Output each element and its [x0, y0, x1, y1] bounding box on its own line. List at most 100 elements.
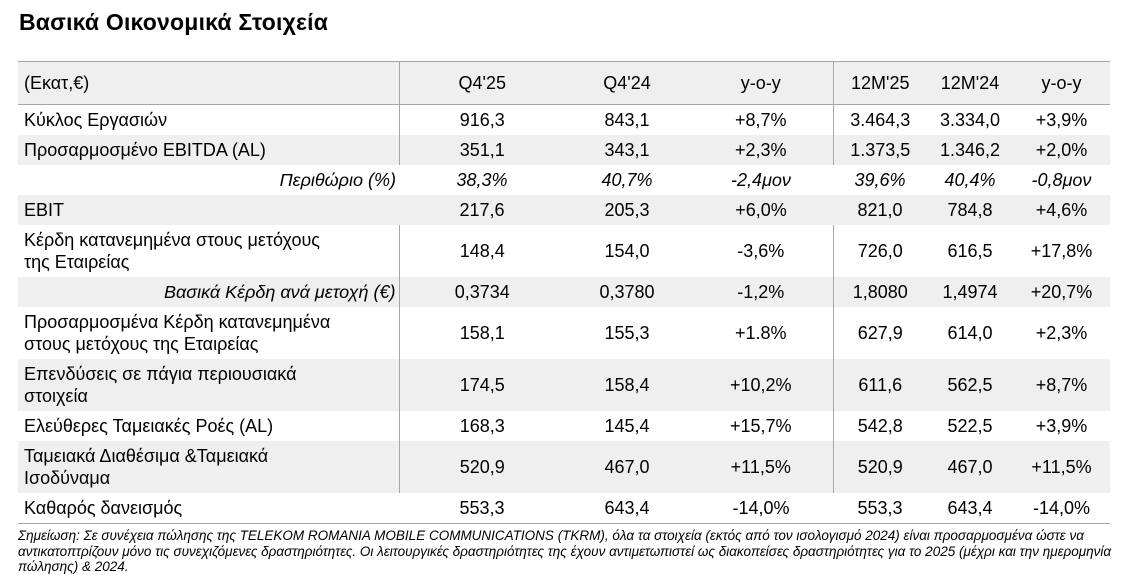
metric-value: 3.464,3 — [832, 104, 927, 135]
metric-value: 0,3780 — [599, 282, 655, 302]
metric-value: 467,0 — [604, 457, 650, 477]
metric-value: 643,4 — [604, 498, 650, 518]
metric-value: +2,0% — [1035, 140, 1088, 160]
financial-table: (Εκατ,€) Q4'25 Q4'24 y-o-y 12M'25 12M'24… — [18, 61, 1110, 524]
metric-value: 158,1 — [398, 307, 565, 359]
metric-value: -14,0% — [732, 498, 790, 518]
metric-value: 39,6% — [854, 170, 906, 190]
metric-value: 158,4 — [604, 375, 650, 395]
column-header-q424: Q4'24 — [565, 61, 689, 105]
column-header-12m25: 12M'25 — [832, 61, 927, 105]
metric-value: 1.346,2 — [939, 140, 1001, 160]
page-title: Βασικά Οικονομικά Στοιχεία — [19, 9, 329, 35]
metric-value: 1,4974 — [942, 282, 998, 302]
metric-label: Περιθώριο (%) — [279, 170, 396, 190]
metric-label: Καθαρός δανεισμός — [24, 498, 183, 518]
metric-value: 174,5 — [398, 359, 565, 411]
metric-label: Επενδύσεις σε πάγια περιουσιακά στοιχεία — [24, 364, 297, 406]
metric-value: 520,9 — [832, 441, 927, 493]
metric-value: 217,6 — [459, 200, 505, 220]
table-row: Καθαρός δανεισμός 553,3 643,4 -14,0% 553,3 64… — [18, 493, 1110, 524]
metric-value: 522,5 — [947, 416, 993, 436]
table-row: Κύκλος Εργασιών 916,3 843,1 +8,7% 3.464,3 3.3… — [18, 104, 1110, 135]
metric-label: Κύκλος Εργασιών — [24, 110, 168, 130]
metric-value: 205,3 — [604, 200, 650, 220]
metric-value: +8,7% — [734, 110, 787, 130]
metric-value: 616,5 — [947, 241, 993, 261]
metric-value: 562,5 — [947, 375, 993, 395]
metric-value: 155,3 — [604, 323, 650, 343]
metric-value: 726,0 — [832, 225, 927, 277]
metric-value: 614,0 — [947, 323, 993, 343]
column-header-yoy-q: y-o-y — [689, 61, 833, 105]
table-row: Ταμειακά Διαθέσιμα &Ταμειακά Ισοδύναμα 52… — [18, 441, 1110, 493]
metric-value: 3.334,0 — [939, 110, 1001, 130]
metric-value: 611,6 — [832, 359, 927, 411]
metric-label: Προσαρμοσμένα Κέρδη κατανεμημένα στους μ… — [24, 312, 331, 354]
table-body: Κύκλος Εργασιών 916,3 843,1 +8,7% 3.464,3 3.3… — [18, 104, 1110, 524]
metric-value: -1,2% — [737, 282, 785, 302]
metric-value: 1.373,5 — [832, 135, 927, 165]
metric-value: +4,6% — [1035, 200, 1088, 220]
header-row: (Εκατ,€) Q4'25 Q4'24 y-o-y 12M'25 12M'24… — [18, 61, 1110, 105]
metric-label: EBIT — [24, 200, 65, 220]
column-header-12m24: 12M'24 — [927, 61, 1013, 105]
metric-value: 916,3 — [398, 104, 565, 135]
metric-value: 553,3 — [459, 498, 505, 518]
metric-value: +3,9% — [1035, 110, 1088, 130]
metric-value: +11,5% — [1031, 457, 1092, 477]
metric-value: 843,1 — [604, 110, 650, 130]
footnote: Σημείωση: Σε συνέχεια πώλησης της TELEKO… — [18, 528, 1112, 574]
metric-value: 148,4 — [398, 225, 565, 277]
metric-value: 168,3 — [398, 411, 565, 441]
metric-value: 154,0 — [604, 241, 650, 261]
table-row: EBIT 217,6 205,3 +6,0% 821,0 784,8 +4,6% — [18, 195, 1110, 225]
column-header-yoy-12m: y-o-y — [1013, 61, 1110, 105]
metric-value: +20,7% — [1030, 282, 1093, 302]
table-header: (Εκατ,€) Q4'25 Q4'24 y-o-y 12M'25 12M'24… — [18, 61, 1110, 105]
table-row: Κέρδη κατανεμημένα στους μετόχους της Ετ… — [18, 225, 1110, 277]
metric-value: +8,7% — [1035, 375, 1088, 395]
table-row: Ελεύθερες Ταμειακές Ροές (AL) 168,3 145,4 +… — [18, 411, 1110, 441]
metric-value: 784,8 — [947, 200, 993, 220]
metric-value: +6,0% — [735, 200, 787, 220]
metric-label: Βασικά Κέρδη ανά μετοχή (€) — [164, 282, 396, 302]
metric-value: +2,3% — [734, 140, 787, 160]
metric-value: +2,3% — [1035, 323, 1088, 343]
metric-label: Προσαρμοσμένο EBITDA (AL) — [24, 140, 266, 160]
metric-value: +1.8% — [734, 323, 787, 343]
metric-value: 467,0 — [947, 457, 993, 477]
metric-value: +15,7% — [729, 416, 792, 436]
metric-value: 38,3% — [456, 170, 508, 190]
metric-value: 542,8 — [832, 411, 927, 441]
column-header-q425: Q4'25 — [398, 61, 565, 105]
metric-value: 0,3734 — [398, 277, 565, 307]
metric-value: -14,0% — [1032, 498, 1091, 518]
metric-value: +10,2% — [729, 375, 792, 395]
metric-value: 343,1 — [604, 140, 650, 160]
metric-value: -2,4μον — [731, 170, 791, 190]
table-row: Προσαρμοσμένο EBITDA (AL) 351,1 343,1 +2,3%… — [18, 135, 1110, 165]
metric-value: 643,4 — [947, 498, 993, 518]
metric-value: -0,8μον — [1031, 170, 1092, 190]
metric-value: 145,4 — [604, 416, 650, 436]
metric-label: Κέρδη κατανεμημένα στους μετόχους της Ετ… — [24, 230, 320, 272]
table-row: Βασικά Κέρδη ανά μετοχή (€) 0,3734 0,3780 -… — [18, 277, 1110, 307]
metric-value: 627,9 — [832, 307, 927, 359]
metric-value: 40,7% — [601, 170, 653, 190]
metric-value: 520,9 — [398, 441, 565, 493]
metric-value: 1,8080 — [832, 277, 927, 307]
metric-value: +3,9% — [1035, 416, 1088, 436]
metric-value: -3,6% — [737, 241, 785, 261]
table-row: Επενδύσεις σε πάγια περιουσιακά στοιχεία… — [18, 359, 1110, 411]
metric-value: 821,0 — [857, 200, 903, 220]
metric-value: 351,1 — [398, 135, 565, 165]
metric-value: +17,8% — [1030, 241, 1093, 261]
metric-value: 40,4% — [944, 170, 996, 190]
table-row: Περιθώριο (%) 38,3% 40,7% -2,4μον 39,6% 40,4%… — [18, 165, 1110, 195]
unit-label: (Εκατ,€) — [18, 61, 399, 105]
table-row: Προσαρμοσμένα Κέρδη κατανεμημένα στους μ… — [18, 307, 1110, 359]
metric-value: 553,3 — [857, 498, 903, 518]
metric-label: Ταμειακά Διαθέσιμα &Ταμειακά Ισοδύναμα — [24, 446, 269, 488]
